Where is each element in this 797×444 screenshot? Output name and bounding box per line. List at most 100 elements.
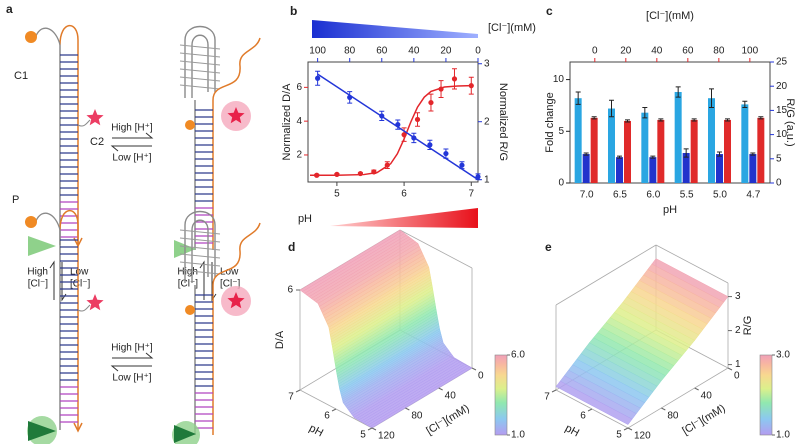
bar [575,98,582,183]
x2-tick-label: 40 [651,46,663,57]
ph-wedge [330,208,478,228]
colorbar [760,355,772,435]
x2-tick-label: 20 [620,46,632,57]
x-axis-label: pH [663,204,677,216]
x-tick-label: 5.0 [713,190,727,201]
i-motif-pair [180,69,220,73]
colorbar-tick-label: 1.0 [776,430,790,441]
bar [749,154,756,183]
bar [591,118,598,183]
x-tick-label: 6 [580,411,586,422]
y2-tick-label: 25 [776,57,788,68]
z-axis-label: D/A [274,330,286,349]
i-motif-pair [180,61,220,65]
z-tick-label: 1 [735,359,741,370]
quencher [185,305,195,315]
x-axis-label: pH [298,213,312,225]
bar [724,120,731,183]
arrow-label: [Cl⁻] [28,279,49,290]
data-point [452,76,457,81]
y-tick [695,388,699,390]
x-tick-label: 5 [360,430,366,441]
y2-tick-label: 3 [484,58,490,69]
y-tick-label: 4 [296,116,302,127]
y-tick-label: 120 [378,431,395,442]
bar [716,154,723,183]
strand [213,38,260,250]
linker [78,305,90,311]
strand [213,223,260,435]
bar [616,157,623,183]
i-motif-pair [180,45,220,49]
fit-line [318,74,478,180]
y2-tick-label: 5 [776,153,782,164]
i-motif-pair [180,230,220,234]
panel-label: c [546,4,553,18]
y-tick-label: 40 [445,391,457,402]
y-tick-label: 2 [296,150,302,161]
x2-tick-label: 0 [475,46,481,57]
x2-tick-label: 100 [742,46,759,57]
x-tick-label: 6 [324,411,330,422]
x2-tick-label: 80 [713,46,725,57]
x-axis-label: pH [307,422,325,439]
z-axis-label: R/G [742,316,754,336]
y-tick-label: 0 [558,178,564,189]
bar [691,120,698,183]
y-tick-label: 6 [296,82,302,93]
y-tick-label: 80 [411,411,423,422]
quencher [185,120,195,130]
arrow-label: High [27,267,48,278]
arrow-label: Low [H⁺] [112,373,151,384]
x-axis-label: pH [563,422,581,439]
bar [708,98,715,183]
panel-label: e [545,240,552,254]
bar [608,109,615,183]
label-c1: C1 [14,70,28,82]
y2-axis-label: Normalized R/G [497,83,509,161]
x2-tick-label: 40 [408,46,420,57]
x-tick-label: 5 [334,189,340,200]
figure: a C1 C2 P High [H⁺] Low [H⁺] High [H⁺] L… [0,0,797,444]
linker [36,213,60,230]
strand [60,211,82,431]
colorbar-tick-label: 3.0 [776,350,790,361]
arrow-label: High [H⁺] [111,123,153,134]
i-motif-pair [180,53,220,57]
x-tick [552,390,556,392]
quencher [25,31,37,43]
x-tick [588,409,592,411]
x-tick [624,428,628,430]
x2-tick-label: 100 [309,46,326,57]
x-tick-label: 5 [616,430,622,441]
x-tick [332,409,336,411]
x-tick [368,428,372,430]
y2-tick-label: 1 [484,174,490,185]
diagram: a C1 C2 P High [H⁺] Low [H⁺] High [H⁺] L… [6,2,260,444]
bar [675,92,682,183]
bar [649,157,656,183]
y-tick-label: 5 [558,126,564,137]
bar [583,154,590,183]
x2-tick-label: 60 [682,46,694,57]
x2-axis-label: [Cl⁻](mM) [488,22,536,34]
colorbar [495,355,507,435]
data-point [428,100,433,105]
panel-label: b [290,4,297,18]
y-tick [628,428,632,430]
fluorophore [86,109,103,125]
y2-tick-label: 2 [484,116,490,127]
z-tick-label: 6 [287,285,293,296]
x-tick-label: 5.5 [680,190,694,201]
y-axis-label: [Cl⁻](mM) [424,402,471,437]
arrow-label: [Cl⁻] [70,279,91,290]
x2-tick-label: 80 [344,46,356,57]
equilibrium-arrow [112,133,152,151]
strand [60,26,82,246]
error-bar [750,153,755,155]
x2-axis-label: [Cl⁻](mM) [646,10,694,22]
y-tick [372,428,376,430]
i-motif-pair [180,262,220,266]
i-motif-pair [180,238,220,242]
y-tick-label: 10 [553,74,565,85]
